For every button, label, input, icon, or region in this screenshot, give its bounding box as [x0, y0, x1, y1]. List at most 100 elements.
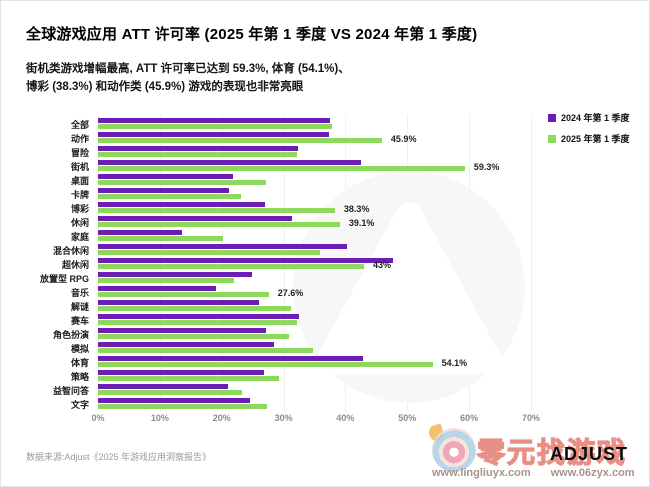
- category-label: 放置型 RPG: [39, 274, 89, 284]
- bar-2025: [98, 124, 333, 129]
- chart-legend: 2024 年第 1 季度 2025 年第 1 季度: [548, 111, 630, 153]
- chart-row: 全部: [1, 117, 649, 131]
- chart-row: 混合休闲: [1, 243, 649, 257]
- chart-row: 超休闲 43%: [1, 257, 649, 271]
- site-watermark-urls: www.lingliuyx.com www.06zyx.com: [432, 467, 635, 479]
- bar-2025: [98, 208, 335, 213]
- bar-2024: [98, 384, 228, 389]
- site-watermark-text: 零元找游戏: [476, 436, 628, 468]
- bar-2024: [98, 258, 394, 263]
- category-label: 模拟: [70, 344, 89, 354]
- legend-item-2024: 2024 年第 1 季度: [548, 111, 630, 124]
- category-label: 解谜: [70, 302, 89, 312]
- bar-2025: [98, 264, 364, 269]
- category-label: 全部: [70, 120, 89, 130]
- bar-2024: [98, 188, 230, 193]
- chart-row: 街机 59.3%: [1, 159, 649, 173]
- category-label: 文字: [70, 400, 89, 410]
- chart-row: 策略: [1, 369, 649, 383]
- chart-row: 角色扮演: [1, 327, 649, 341]
- bar-2024: [98, 398, 251, 403]
- bar-2025: [98, 180, 266, 185]
- category-label: 街机: [70, 162, 89, 172]
- bar-value-label: 43%: [372, 260, 391, 270]
- subtitle-line-1: 街机类游戏增幅最高, ATT 许可率已达到 59.3%, 体育 (54.1%)、: [26, 63, 350, 75]
- bar-value-label: 27.6%: [277, 288, 304, 298]
- bar-value-label: 38.3%: [343, 204, 370, 214]
- category-label: 超休闲: [61, 260, 89, 270]
- bar-2024: [98, 118, 330, 123]
- category-label: 桌面: [70, 176, 89, 186]
- bar-2024: [98, 286, 217, 291]
- x-tick-label: 0%: [91, 413, 105, 423]
- bar-2024: [98, 370, 264, 375]
- bar-2024: [98, 300, 259, 305]
- chart-row: 卡牌: [1, 187, 649, 201]
- gridline: [531, 115, 533, 411]
- bar-2024: [98, 230, 183, 235]
- x-tick-label: 60%: [460, 413, 479, 423]
- bar-2025: [98, 390, 243, 395]
- legend-swatch-2024-icon: [548, 113, 556, 122]
- bar-2024: [98, 174, 234, 179]
- chart-row: 音乐 27.6%: [1, 285, 649, 299]
- category-label: 体育: [70, 358, 89, 368]
- legend-swatch-2025-icon: [548, 134, 556, 143]
- bar-2025: [98, 194, 241, 199]
- bar-2025: [98, 376, 279, 381]
- chart-row: 桌面: [1, 173, 649, 187]
- chart-row: 冒险: [1, 145, 649, 159]
- bar-value-label: 39.1%: [348, 218, 375, 228]
- legend-label-2025: 2025 年第 1 季度: [561, 134, 630, 144]
- chart-row: 博彩 38.3%: [1, 201, 649, 215]
- x-tick-label: 30%: [274, 413, 293, 423]
- bar-2024: [98, 342, 274, 347]
- bar-2025: [98, 306, 291, 311]
- x-tick-label: 70%: [522, 413, 541, 423]
- chart-row: 模拟: [1, 341, 649, 355]
- x-tick-label: 20%: [212, 413, 231, 423]
- category-label: 博彩: [70, 204, 89, 214]
- bar-value-label: 59.3%: [473, 162, 500, 172]
- category-label: 休闲: [70, 218, 89, 228]
- category-label: 益智问答: [52, 386, 89, 396]
- bar-2024: [98, 132, 329, 137]
- chart-row: 赛车: [1, 313, 649, 327]
- bar-2025: [98, 362, 433, 367]
- gridline: [159, 115, 161, 411]
- x-tick-label: 40%: [336, 413, 355, 423]
- category-label: 动作: [70, 134, 89, 144]
- bar-2025: [98, 138, 382, 143]
- category-label: 赛车: [70, 316, 89, 326]
- bar-2024: [98, 216, 292, 221]
- chart-row: 休闲 39.1%: [1, 215, 649, 229]
- chart-title: 全球游戏应用 ATT 许可率 (2025 年第 1 季度 VS 2024 年第 …: [26, 26, 478, 43]
- bar-2024: [98, 244, 348, 249]
- bar-2024: [98, 146, 298, 151]
- category-label: 音乐: [70, 288, 89, 298]
- category-label: 卡牌: [70, 190, 89, 200]
- legend-label-2024: 2024 年第 1 季度: [561, 113, 630, 123]
- bar-value-label: 45.9%: [390, 134, 417, 144]
- x-tick-label: 10%: [150, 413, 169, 423]
- chart-subtitle: 街机类游戏增幅最高, ATT 许可率已达到 59.3%, 体育 (54.1%)、…: [26, 61, 350, 97]
- bar-2024: [98, 314, 300, 319]
- subtitle-line-2: 博彩 (38.3%) 和动作类 (45.9%) 游戏的表现也非常亮眼: [26, 80, 304, 93]
- adjust-logo: ADJUST: [550, 444, 629, 464]
- bar-2025: [98, 250, 321, 255]
- x-axis: 0% 10% 20% 30% 40% 50% 60% 70%: [1, 413, 649, 427]
- bar-2024: [98, 356, 363, 361]
- chart-row: 解谜: [1, 299, 649, 313]
- data-source-note: 数据来源:Adjust《2025 年游戏应用洞察报告》: [26, 452, 212, 462]
- category-label: 冒险: [70, 148, 89, 158]
- bar-2025: [98, 166, 465, 171]
- bar-2024: [98, 272, 253, 277]
- x-tick-label: 50%: [398, 413, 417, 423]
- watermark-swirl-logo-icon: [432, 428, 476, 472]
- bar-2024: [98, 202, 266, 207]
- bar-value-label: 54.1%: [441, 358, 468, 368]
- bar-2025: [98, 320, 297, 325]
- bar-2025: [98, 152, 297, 157]
- category-label: 策略: [70, 372, 89, 382]
